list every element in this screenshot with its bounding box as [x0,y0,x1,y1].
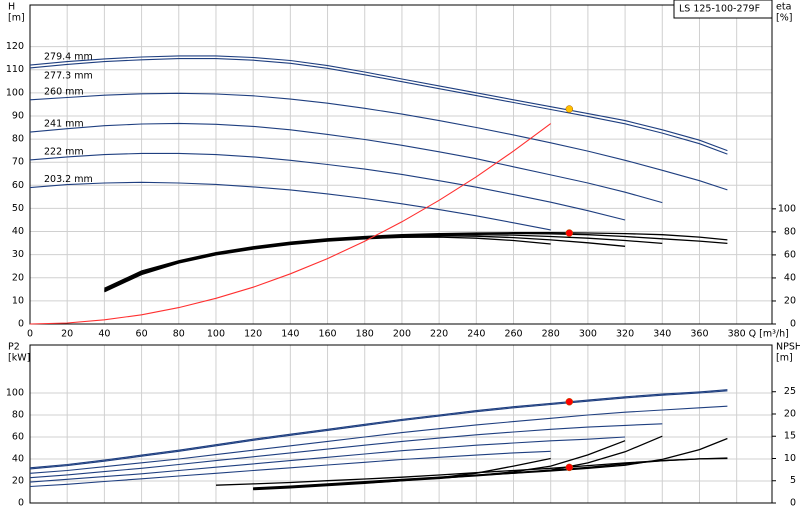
y2-tick-label: 20 [784,295,796,306]
plot-frame [29,4,773,325]
y-tick-label: 80 [12,134,24,145]
y2-tick-label: 5 [790,475,796,486]
curve [29,436,626,483]
duty-point [565,463,574,472]
x-tick-label: 360 [690,329,708,340]
x-tick-label: 0 [27,329,33,340]
y-tick-label: 60 [12,431,24,442]
y2-axis-unit: [%] [776,13,792,24]
y-axis-label: H [8,2,15,13]
x-tick-label: 300 [579,329,597,340]
y2-axis-unit: [m] [776,353,793,364]
y-tick-label: 40 [12,453,24,464]
x-tick-label: 340 [653,329,671,340]
curve [29,423,663,479]
x-tick-label: 140 [281,329,299,340]
curve [29,390,728,470]
y-tick-label: 50 [12,203,24,214]
x-tick-label: 320 [616,329,634,340]
y-tick-label: 40 [12,226,24,237]
y2-tick-label: 25 [784,386,796,397]
duty-point [565,398,574,406]
x-tick-label: 160 [318,329,336,340]
x-tick-label: 100 [207,329,225,340]
curve [29,55,728,152]
x-tick-label: 80 [173,329,185,340]
y-tick-label: 120 [6,41,24,52]
x-tick-label: 200 [393,329,411,340]
x-tick-label: 60 [136,329,148,340]
curve [104,236,551,293]
curve [29,122,663,204]
y2-tick-label: 20 [784,408,796,419]
y-tick-label: 100 [6,87,24,98]
x-tick-label: 20 [61,329,73,340]
y-tick-label: 60 [12,180,24,191]
curve-label: 279.4 mm [44,52,93,63]
y-tick-label: 0 [18,498,24,509]
duty-point [565,229,574,237]
curve-label: 241 mm [44,119,84,130]
x-axis-label: Q [m³/h] [749,329,789,340]
curve [29,389,728,469]
x-tick-label: 280 [542,329,560,340]
curve-label: 203.2 mm [44,174,93,185]
y2-tick-label: 80 [784,226,796,237]
y-tick-label: 10 [12,295,24,306]
curve [29,58,728,155]
y-tick-label: 0 [18,319,24,330]
y-axis-label: P2 [8,342,20,353]
y-axis-unit: [kW] [8,353,30,364]
curve [253,457,551,491]
y2-axis-label: NPSH [776,342,800,353]
y2-tick-label: 10 [784,453,796,464]
x-tick-label: 260 [504,329,522,340]
y-tick-label: 110 [6,64,24,75]
y2-tick-label: 0 [790,319,796,330]
y-tick-label: 70 [12,157,24,168]
y2-axis-label: eta [776,2,791,13]
x-tick-label: 40 [98,329,110,340]
curve [29,92,728,191]
y-tick-label: 20 [12,272,24,283]
x-tick-label: 240 [467,329,485,340]
curve-label: 277.3 mm [44,70,93,81]
y-tick-label: 100 [6,387,24,398]
curve [29,152,626,221]
y-axis-unit: [m] [8,13,25,24]
curve [29,123,552,325]
plot-frame [29,344,773,504]
curve-label: 260 mm [44,86,84,97]
x-tick-label: 220 [430,329,448,340]
curve [29,405,728,474]
x-tick-label: 120 [244,329,262,340]
y-tick-label: 20 [12,475,24,486]
chart-title: LS 125-100-279F [679,4,760,15]
curve [29,181,551,231]
y2-tick-label: 0 [790,498,796,509]
y2-tick-label: 40 [784,272,796,283]
curve [29,450,551,488]
y-tick-label: 80 [12,409,24,420]
y2-tick-label: 15 [784,431,796,442]
curve-label: 222 mm [44,146,84,157]
x-tick-label: 180 [356,329,374,340]
y-tick-label: 90 [12,110,24,121]
title-box [673,0,773,19]
y-tick-label: 30 [12,249,24,260]
y2-tick-label: 100 [778,203,796,214]
x-tick-label: 380 [728,329,746,340]
duty-point [565,105,574,113]
y2-tick-label: 60 [784,249,796,260]
